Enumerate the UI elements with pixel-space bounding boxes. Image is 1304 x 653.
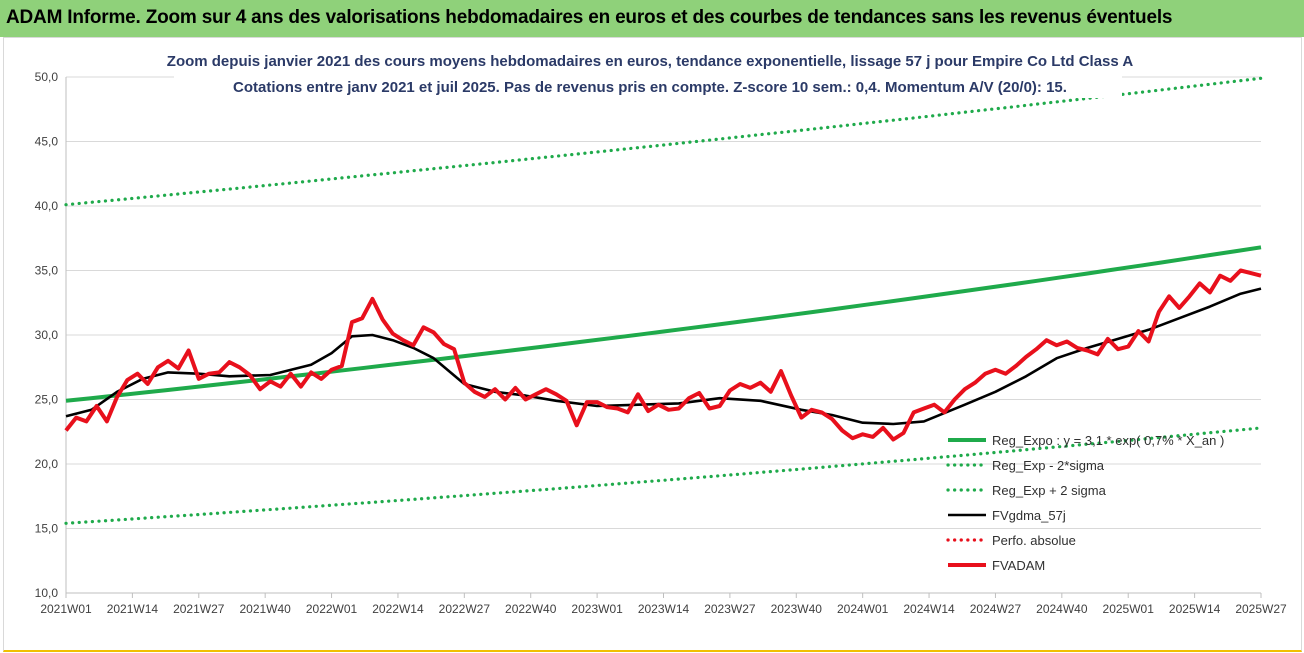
series-line-reg-expo [65, 245, 1262, 403]
x-tick-label: 2023W14 [638, 602, 690, 616]
legend-box [942, 426, 1242, 580]
legend-label: Reg_Exp - 2*sigma [992, 458, 1105, 473]
header-bar: ADAM Informe. Zoom sur 4 ans des valoris… [0, 0, 1304, 37]
y-tick-label: 30,0 [35, 328, 59, 342]
x-tick-label: 2024W40 [1036, 602, 1088, 616]
plot-area [64, 76, 1263, 525]
series-line-fvadam [64, 268, 1262, 442]
x-tick-label: 2023W01 [571, 602, 623, 616]
y-tick-label: 25,0 [35, 393, 59, 407]
series-line-reg-exp [64, 76, 1263, 207]
legend-label: Reg_Exp + 2 sigma [992, 483, 1107, 498]
chart: 10,0 15,0 20,0 25,0 30,0 35,0 40,0 45,0 50,0 202… [35, 46, 1287, 616]
y-tick-label: 35,0 [35, 264, 59, 278]
x-tick-label: 2022W01 [306, 602, 358, 616]
chart-frame: 10,0 15,0 20,0 25,0 30,0 35,0 40,0 45,0 50,0 202… [3, 37, 1302, 652]
legend: Reg_Expo : y = 3,1 * exp( 0,7% * X_an ) R… [942, 426, 1242, 580]
x-tick-label: 2023W27 [704, 602, 756, 616]
x-tick-label: 2022W40 [505, 602, 557, 616]
x-tick-label: 2024W14 [903, 602, 955, 616]
y-tick-label: 50,0 [35, 70, 59, 84]
x-tick-label: 2025W27 [1235, 602, 1287, 616]
x-tick-label: 2021W27 [173, 602, 225, 616]
x-tick-label: 2021W14 [107, 602, 159, 616]
chart-title: Zoom depuis janvier 2021 des cours moyen… [167, 53, 1134, 70]
chart-titles: Zoom depuis janvier 2021 des cours moyen… [167, 46, 1134, 98]
series-line-fvgdma-57j [65, 287, 1262, 426]
x-tick-label: 2025W14 [1169, 602, 1221, 616]
x-tick-label: 2021W40 [239, 602, 291, 616]
y-tick-label: 20,0 [35, 457, 59, 471]
x-tick-label: 2025W01 [1103, 602, 1155, 616]
page-title: ADAM Informe. Zoom sur 4 ans des valoris… [6, 7, 1173, 28]
x-tick-label: 2023W40 [771, 602, 823, 616]
title-backdrop [174, 46, 1122, 98]
y-tick-label: 40,0 [35, 199, 59, 213]
x-tick-label: 2024W01 [837, 602, 889, 616]
legend-label: Perfo. absolue [992, 533, 1076, 548]
series-line-reg-exp [64, 426, 1263, 525]
legend-label: FVgdma_57j [992, 508, 1066, 523]
x-tick-label: 2022W14 [372, 602, 424, 616]
y-tick-label: 15,0 [35, 522, 59, 536]
y-tick-label: 10,0 [35, 586, 59, 600]
x-tick-label: 2021W01 [40, 602, 92, 616]
legend-label: FVADAM [992, 558, 1045, 573]
grid-lines [66, 76, 1261, 594]
y-tick-label: 45,0 [35, 135, 59, 149]
x-tick-label: 2022W27 [439, 602, 491, 616]
legend-label: Reg_Expo : y = 3,1 * exp( 0,7% * X_an ) [992, 433, 1224, 448]
x-axis: 2021W01 2021W14 2021W27 2021W40 2022W01 2022W… [40, 592, 1287, 616]
y-axis: 10,0 15,0 20,0 25,0 30,0 35,0 40,0 45,0 50,0 [35, 70, 67, 600]
x-tick-label: 2024W27 [970, 602, 1022, 616]
chart-subtitle: Cotations entre janv 2021 et juil 2025. … [233, 79, 1067, 96]
